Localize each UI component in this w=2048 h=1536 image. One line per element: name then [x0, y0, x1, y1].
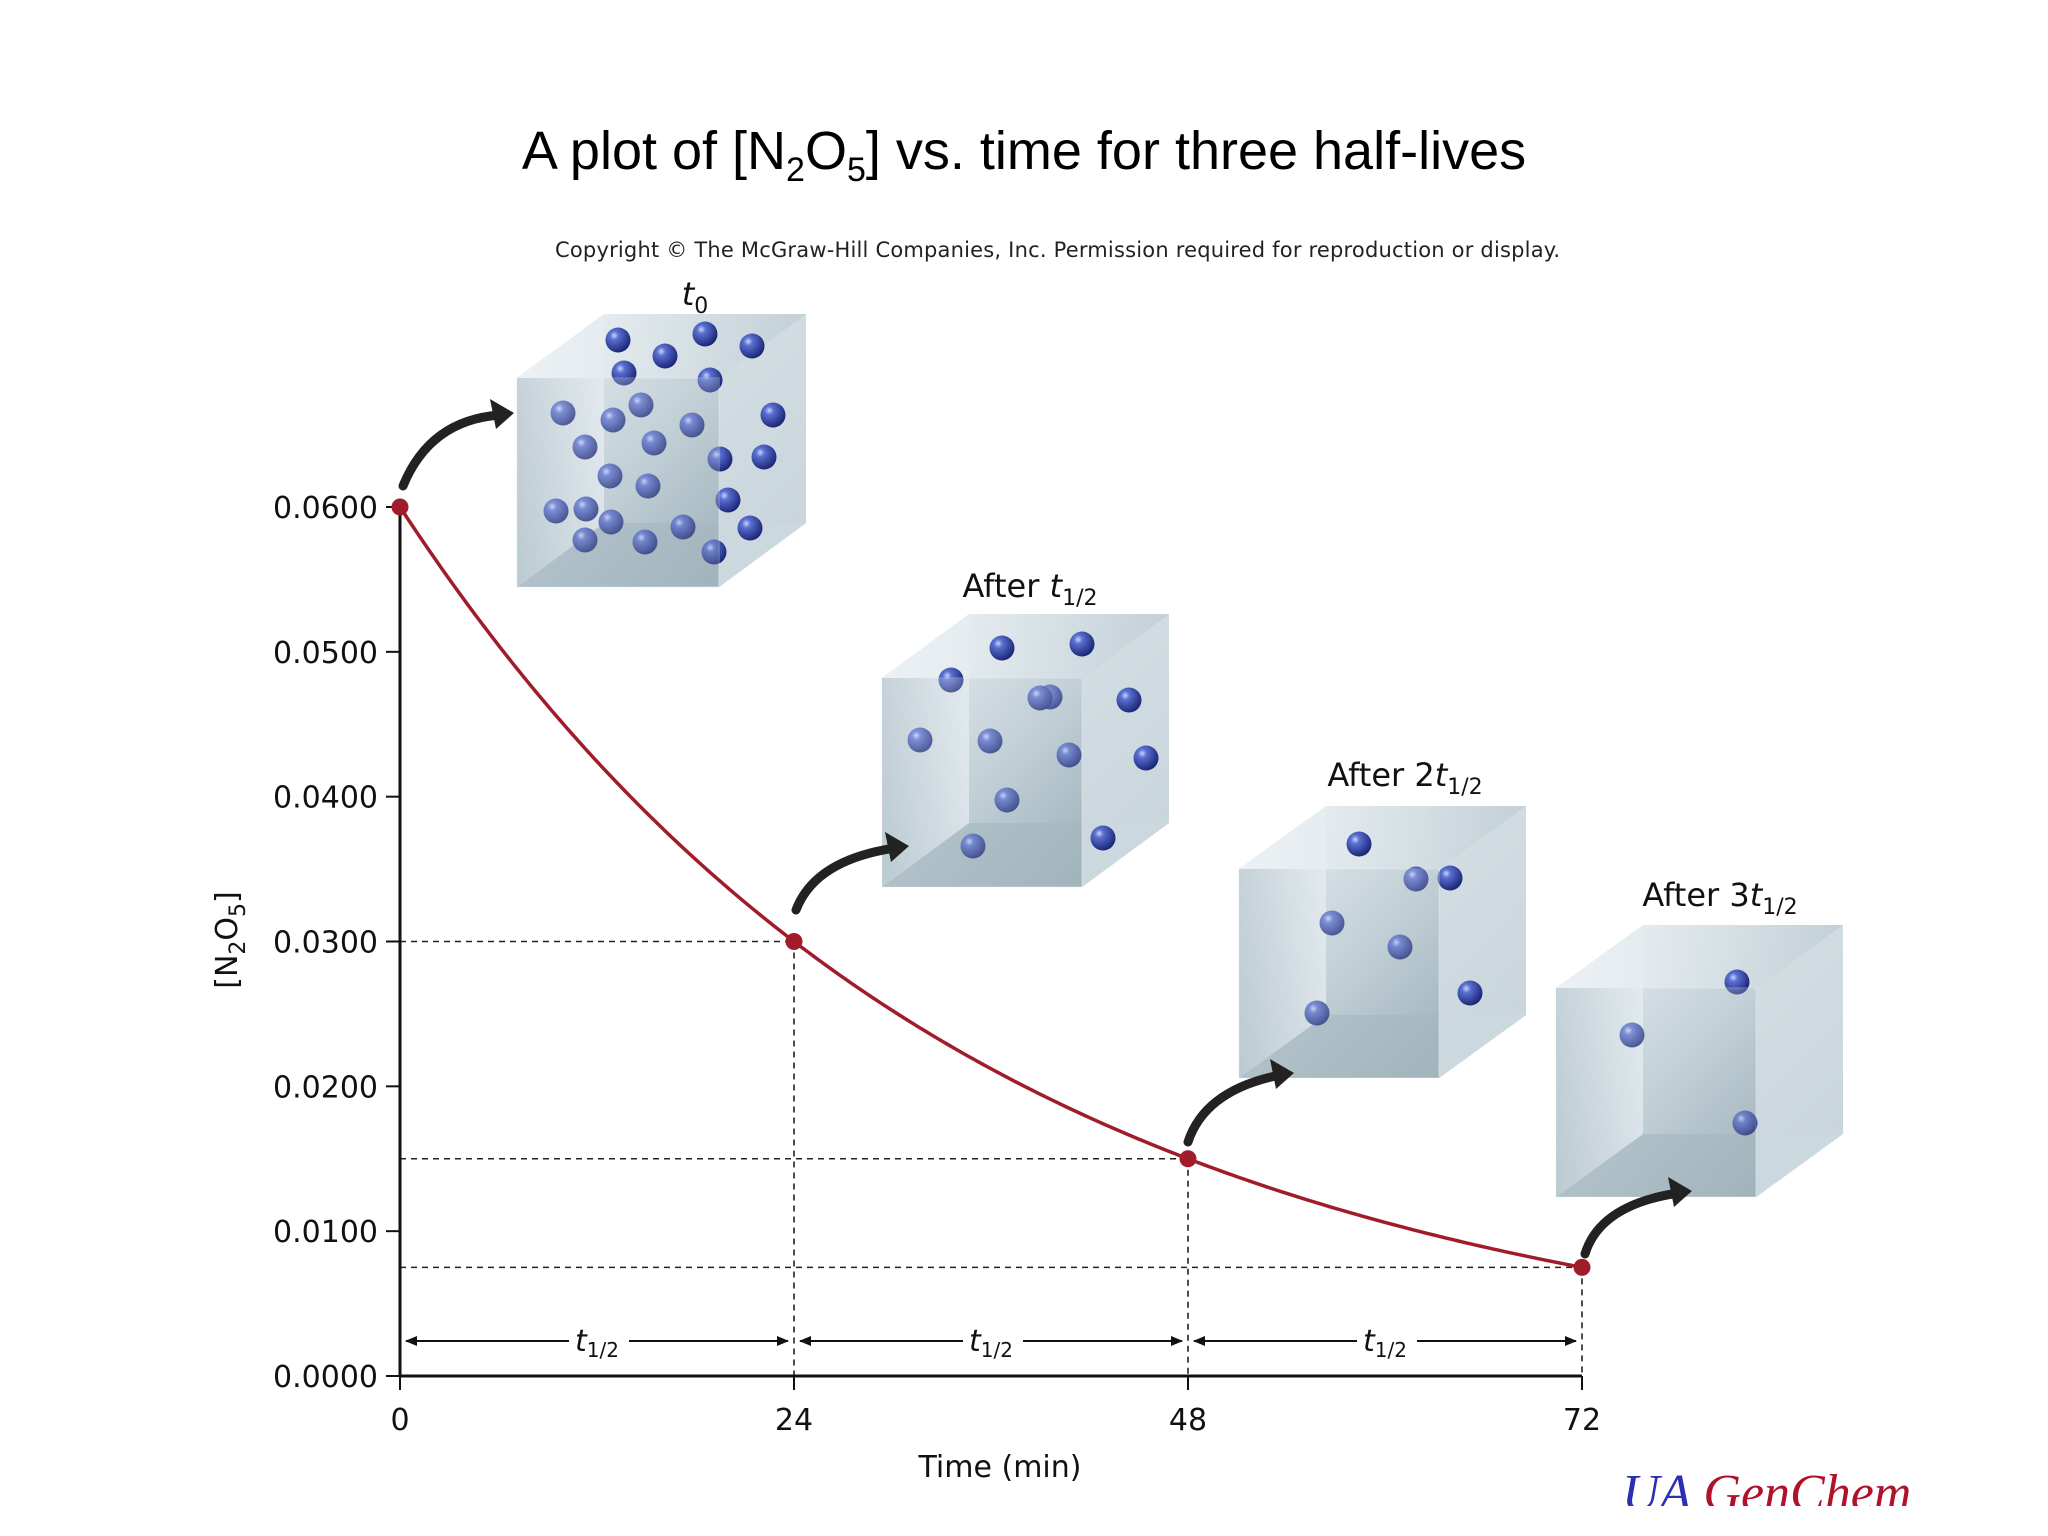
- y-tick-label: 0.0500: [273, 636, 378, 671]
- molecule: [1457, 980, 1483, 1006]
- decay-curve-layer: [391, 498, 1591, 1276]
- box-front-face: [1555, 987, 1757, 1198]
- molecule-box-1: [881, 614, 1169, 888]
- brand-genchem: GenChem: [1703, 1465, 1912, 1506]
- half-life-interval-label: t1/2: [1363, 1324, 1407, 1362]
- box-right-face: [1082, 614, 1169, 887]
- panel-label-0: t0: [682, 275, 709, 319]
- molecule: [1116, 687, 1142, 713]
- data-point-2: [1179, 1150, 1197, 1168]
- title-subscript-1: 2: [786, 151, 805, 189]
- y-tick-label: 0.0400: [273, 781, 378, 816]
- half-life-interval-label: t1/2: [969, 1324, 1013, 1362]
- data-point-3: [1573, 1258, 1591, 1276]
- box-top-face: [1239, 806, 1526, 869]
- ua-genchem-logo: UA GenChem: [1622, 1458, 1911, 1506]
- box-top-face: [882, 614, 1169, 678]
- pointer-arrow-shaft: [1183, 1070, 1285, 1147]
- guide-lines: [400, 940, 1583, 1376]
- molecule: [1346, 831, 1372, 857]
- molecule: [605, 327, 631, 353]
- molecule: [737, 515, 763, 541]
- title-subscript-2: 5: [846, 151, 866, 189]
- pointer-arrow-shaft: [791, 843, 900, 915]
- data-point-1: [785, 933, 803, 950]
- molecule-box-2: [1238, 806, 1526, 1079]
- pointer-arrow-head: [1668, 1177, 1692, 1207]
- pointer-arrow-shaft: [1580, 1188, 1683, 1259]
- y-tick-label: 0.0100: [273, 1215, 378, 1250]
- molecule: [652, 343, 678, 369]
- panel-label-1: After t1/2: [963, 567, 1098, 611]
- box-top-face: [1556, 925, 1843, 988]
- title-text-2: O: [804, 121, 847, 181]
- axis-text: 0.0000 0.0100 0.0200 0.0300 0.0400 0.0500 0.06…: [210, 275, 1798, 1485]
- molecule: [715, 487, 741, 513]
- molecule-box-3: [1555, 925, 1843, 1198]
- box-front-face: [1238, 868, 1440, 1079]
- half-life-interval-label: t1/2: [575, 1324, 619, 1362]
- y-axis-title: [N2O5]: [210, 891, 251, 989]
- pointer-arrow-head: [885, 832, 909, 862]
- molecule: [751, 444, 777, 470]
- molecule: [692, 321, 718, 347]
- molecule: [1437, 865, 1463, 891]
- x-tick-label: 72: [1563, 1403, 1601, 1438]
- box-front-face: [881, 677, 1083, 888]
- slide-title: A plot of [N2O5] vs. time for three half…: [0, 120, 2048, 187]
- pointer-arrow-head: [490, 399, 514, 429]
- y-tick-label: 0.0600: [273, 491, 378, 526]
- brand-ua: UA: [1622, 1465, 1704, 1506]
- box-right-face: [1756, 925, 1843, 1197]
- y-tick-label: 0.0300: [273, 926, 378, 961]
- data-point-0: [391, 498, 409, 516]
- decay-curve: [398, 506, 1583, 1270]
- x-tick-label: 0: [390, 1403, 409, 1438]
- molecule-panels: [398, 314, 1843, 1259]
- pointer-arrow-shaft: [398, 410, 505, 491]
- molecule: [1069, 631, 1095, 657]
- x-tick-label: 24: [775, 1403, 813, 1438]
- molecule: [739, 333, 765, 359]
- panel-label-3: After 3t1/2: [1642, 876, 1797, 920]
- molecule: [1090, 825, 1116, 851]
- axes: [386, 501, 1583, 1390]
- x-axis-title: Time (min): [918, 1450, 1082, 1485]
- y-tick-label: 0.0200: [273, 1070, 378, 1105]
- molecule-box-0: [516, 314, 806, 588]
- panel-label-2: After 2t1/2: [1327, 756, 1482, 800]
- title-text-1: A plot of [N: [521, 121, 787, 181]
- y-tick-label: 0.0000: [273, 1360, 378, 1395]
- x-tick-label: 48: [1169, 1403, 1207, 1438]
- copyright-notice: Copyright © The McGraw-Hill Companies, I…: [555, 238, 1561, 262]
- molecule: [989, 635, 1015, 661]
- box-front-face: [516, 377, 720, 588]
- title-text-3: ] vs. time for three half-lives: [865, 121, 1527, 181]
- molecule: [1133, 745, 1159, 771]
- pointer-arrow-head: [1270, 1059, 1294, 1089]
- molecule: [760, 402, 786, 428]
